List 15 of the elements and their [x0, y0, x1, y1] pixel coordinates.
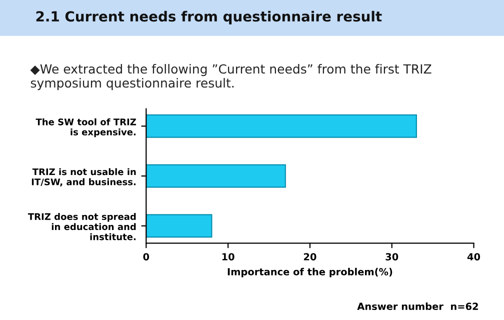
chart-title: 2.1 Current needs from questionnaire result [36, 10, 382, 24]
x-axis-title: Importance of the problem(%) [228, 268, 392, 278]
text: Answer number n=62 [357, 302, 478, 310]
bar [146, 114, 417, 138]
y-tick-label: TRIZ does not spread in education and institute. [28, 213, 136, 240]
y-tick-label: The SW tool of TRIZ is expensive. [36, 118, 136, 138]
x-tick-label: 10 [222, 253, 234, 260]
bar [146, 214, 212, 238]
bar [146, 164, 286, 188]
chart-subtitle: ◆We extracted the following ”Current needs” from the first TRIZ symposium questionnaire result. [30, 64, 432, 90]
x-tick-label: 20 [304, 253, 316, 260]
x-tick-label: 40 [467, 253, 480, 260]
y-tick-label: TRIZ is not usable in IT/SW, and business. [32, 168, 136, 186]
x-tick-label: 30 [386, 253, 398, 260]
x-tick-label: 0 [143, 253, 150, 260]
